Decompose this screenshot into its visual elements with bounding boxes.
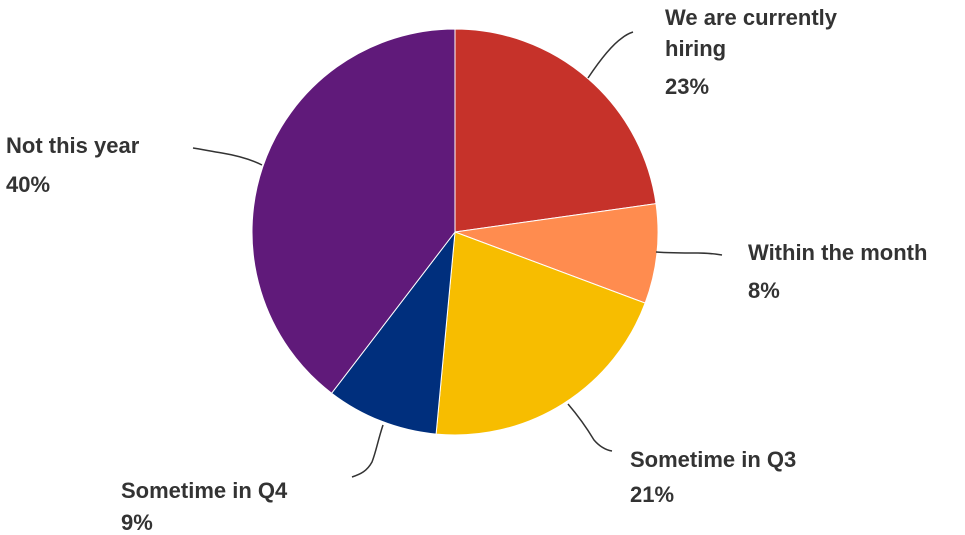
slice-value-currently-hiring: 23% (665, 74, 709, 99)
slice-value-not-this-year: 40% (6, 172, 50, 197)
label-sometime-q4: Sometime in Q4 9% (121, 478, 288, 535)
pie-slice-not-this-year (251, 28, 456, 394)
leader-lines (192, 31, 723, 478)
slice-value-sometime-q4: 9% (121, 510, 153, 535)
label-within-month: Within the month 8% (748, 240, 927, 303)
leader-line-not-this-year (192, 147, 263, 166)
pie-slice-sometime-q4 (330, 230, 456, 435)
label-sometime-q3: Sometime in Q3 21% (630, 447, 796, 507)
slice-value-within-month: 8% (748, 278, 780, 303)
label-not-this-year: Not this year 40% (6, 133, 140, 197)
leader-line-sometime-q3 (567, 403, 613, 452)
leader-line-within-month (655, 251, 723, 256)
slice-label-currently-hiring-line2: hiring (665, 36, 726, 61)
slice-value-sometime-q3: 21% (630, 482, 674, 507)
pie-slices (251, 28, 659, 436)
slice-label-within-month: Within the month (748, 240, 927, 265)
leader-line-currently-hiring (587, 31, 634, 79)
label-currently-hiring: We are currently hiring 23% (665, 5, 838, 99)
slice-label-sometime-q3: Sometime in Q3 (630, 447, 796, 472)
leader-line-sometime-q4 (351, 424, 384, 478)
slice-label-sometime-q4: Sometime in Q4 (121, 478, 288, 503)
pie-slice-within-month (454, 203, 659, 304)
pie-slice-sometime-q3 (435, 231, 646, 436)
slice-label-currently-hiring-line1: We are currently (665, 5, 838, 30)
pie-slice-currently-hiring (454, 28, 657, 233)
slice-label-not-this-year: Not this year (6, 133, 140, 158)
